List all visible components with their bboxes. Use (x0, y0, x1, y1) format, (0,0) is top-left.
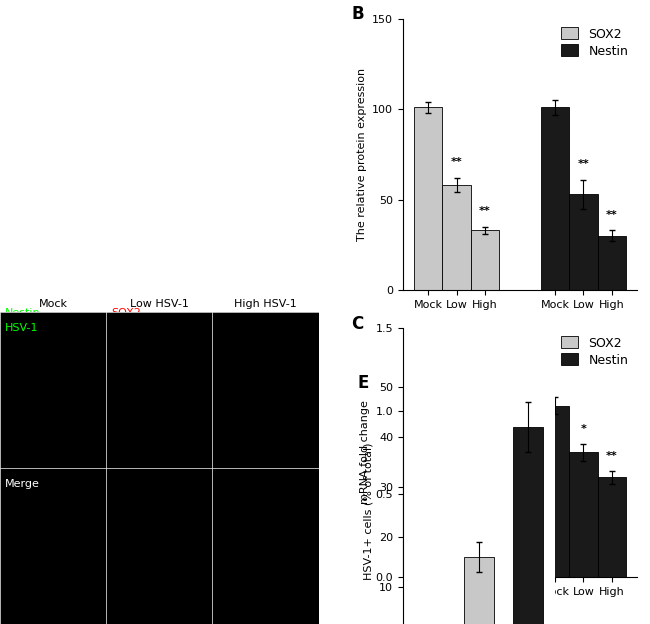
Bar (471, 230, 499, 290)
Bar (513, 427, 543, 624)
Legend: SOX2, Nestin: SOX2, Nestin (558, 334, 630, 369)
Text: **: ** (606, 210, 618, 220)
Text: B: B (352, 5, 364, 23)
Bar (443, 185, 471, 290)
Text: Merge: Merge (218, 319, 252, 329)
Bar (597, 236, 626, 290)
Bar (464, 557, 494, 624)
Text: Nestin: Nestin (5, 319, 41, 329)
Bar (597, 477, 626, 577)
Text: High HSV-1: High HSV-1 (234, 299, 297, 309)
Bar (414, 407, 443, 577)
Text: **: ** (479, 537, 491, 547)
Text: Merge: Merge (5, 479, 40, 489)
Y-axis label: mRNA fold change: mRNA fold change (360, 401, 370, 504)
Bar (541, 406, 569, 577)
Text: HSV-1: HSV-1 (5, 323, 39, 333)
Text: C: C (352, 315, 364, 333)
Y-axis label: The relative protein expression: The relative protein expression (357, 68, 367, 241)
Text: **: ** (479, 206, 491, 216)
Text: E: E (358, 374, 369, 392)
Text: *: * (580, 424, 586, 434)
Text: Mock: Mock (38, 299, 68, 309)
Text: **: ** (606, 451, 618, 461)
Text: Low HSV-1: Low HSV-1 (130, 299, 188, 309)
Bar (569, 452, 597, 577)
Text: **: ** (450, 157, 462, 167)
Text: Merge: Merge (218, 308, 252, 318)
Text: Nestin: Nestin (5, 308, 41, 318)
Bar (471, 560, 499, 577)
Text: SOX2: SOX2 (112, 319, 141, 329)
Text: Merge: Merge (218, 320, 252, 330)
Bar (414, 107, 443, 290)
Text: **: ** (578, 159, 590, 169)
Bar (443, 431, 471, 577)
Text: SOX2: SOX2 (112, 308, 141, 318)
Text: Nestin: Nestin (5, 320, 41, 330)
Y-axis label: HSV-1+ cells (% of total): HSV-1+ cells (% of total) (363, 443, 374, 580)
Text: SOX2: SOX2 (112, 320, 141, 330)
Bar (569, 194, 597, 290)
Legend: SOX2, Nestin: SOX2, Nestin (558, 25, 630, 61)
Bar (541, 107, 569, 290)
